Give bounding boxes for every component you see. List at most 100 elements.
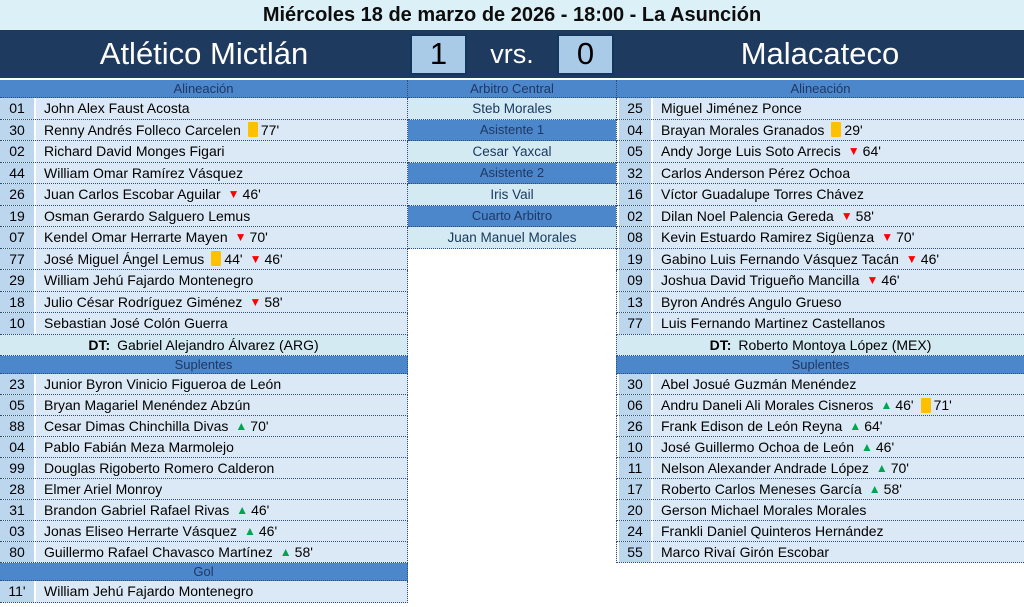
player-number: 19 [0, 205, 36, 226]
player-name: Frankli Daniel Quinteros Hernández [661, 523, 884, 539]
scoreboard: Atlético Mictlán 1 vrs. 0 Malacateco [0, 30, 1024, 78]
player-number: 11 [617, 458, 653, 478]
sub-in-icon [876, 462, 888, 474]
event-minute: 44' [224, 250, 243, 267]
home-substitutes-header: Suplentes [0, 356, 408, 374]
home-team-name: Atlético Mictlán [99, 36, 309, 71]
substitute-row: 28 Elmer Ariel Monroy [0, 479, 408, 500]
player-name: Nelson Alexander Andrade López [661, 460, 869, 476]
player-row: 10 Sebastian José Colón Guerra [0, 313, 408, 335]
score-zone: 1 vrs. 0 [408, 30, 616, 78]
sub-in-icon [244, 525, 256, 537]
player-number: 05 [617, 141, 653, 162]
yellow-card-icon [247, 122, 258, 138]
player-number: 26 [0, 184, 36, 205]
sub-in-icon [861, 441, 873, 453]
event-minute: 77' [260, 121, 280, 138]
player-number: 44 [0, 162, 36, 183]
player-number: 18 [0, 291, 36, 312]
player-number: 07 [0, 227, 36, 248]
substitute-row: 17 Roberto Carlos Meneses García 58' [616, 479, 1024, 500]
yellow-card-icon [920, 397, 931, 413]
player-row: 25 Miguel Jiménez Ponce [616, 98, 1024, 120]
away-lineup-header: Alineación [616, 80, 1024, 98]
player-name: Joshua David Trigueño Mancilla [661, 272, 860, 289]
player-number: 24 [617, 521, 653, 541]
sub-out-icon [228, 188, 240, 200]
event-minute: 58' [855, 207, 874, 224]
event-minute: 46' [264, 250, 283, 267]
player-number: 05 [0, 395, 36, 415]
player-name: John Alex Faust Acosta [44, 100, 190, 117]
player-number: 80 [0, 542, 36, 562]
player-number: 16 [617, 184, 653, 205]
player-name: Brandon Gabriel Rafael Rivas [44, 502, 230, 518]
player-name: Andru Daneli Ali Morales Cisneros [661, 397, 874, 413]
official-name: Cesar Yaxcal [408, 141, 616, 163]
player-row: 29 William Jehú Fajardo Montenegro [0, 270, 408, 292]
player-name: Miguel Jiménez Ponce [661, 100, 802, 117]
player-row: 01 John Alex Faust Acosta [0, 98, 408, 120]
substitute-row: 26 Frank Edison de León Reyna 64' [616, 416, 1024, 437]
coach-label: DT: [88, 336, 111, 353]
event-minute: 71' [933, 397, 952, 413]
player-row: 02 Dilan Noel Palencia Gereda 58' [616, 205, 1024, 227]
player-name: José Miguel Ángel Lemus [44, 250, 205, 267]
player-name: Juan Carlos Escobar Aguilar [44, 186, 221, 203]
player-row: 02 Richard David Monges Figari [0, 141, 408, 163]
sub-in-icon [235, 420, 247, 432]
player-row: 30 Renny Andrés Folleco Carcelen 77' [0, 119, 408, 141]
player-name: Roberto Carlos Meneses García [661, 481, 862, 497]
player-number: 10 [617, 437, 653, 457]
player-name: Pablo Fabián Meza Marmolejo [44, 439, 234, 455]
player-number: 32 [617, 162, 653, 183]
player-number: 03 [0, 521, 36, 541]
player-name: Dilan Noel Palencia Gereda [661, 207, 834, 224]
substitute-row: 11 Nelson Alexander Andrade López 70' [616, 458, 1024, 479]
player-number: 30 [617, 374, 653, 394]
player-name: Renny Andrés Folleco Carcelen [44, 121, 241, 138]
player-name: Brayan Morales Granados [661, 121, 825, 138]
event-minute: 46' [895, 397, 914, 413]
player-row: 05 Andy Jorge Luis Soto Arrecis 64' [616, 141, 1024, 163]
coach-label: DT: [709, 336, 732, 353]
player-name: Gabino Luis Fernando Vásquez Tacán [661, 250, 899, 267]
goal-row: 11' William Jehú Fajardo Montenegro [0, 581, 408, 603]
away-score: 0 [557, 33, 614, 75]
player-number: 99 [0, 458, 36, 478]
substitute-row: 03 Jonas Eliseo Herrarte Vásquez 46' [0, 521, 408, 542]
official-name: Steb Morales [408, 98, 616, 120]
player-number: 10 [0, 313, 36, 334]
player-name: Osman Gerardo Salguero Lemus [44, 207, 251, 224]
player-name: Douglas Rigoberto Romero Calderon [44, 460, 275, 476]
player-number: 20 [617, 500, 653, 520]
player-name: Luis Fernando Martinez Castellanos [661, 315, 886, 332]
player-row: 19 Osman Gerardo Salguero Lemus [0, 205, 408, 227]
player-name: Cesar Dimas Chinchilla Divas [44, 418, 229, 434]
player-name: Sebastian José Colón Guerra [44, 315, 228, 332]
official-role: Arbitro Central [408, 80, 616, 98]
substitute-row: 55 Marco Rivaí Girón Escobar [616, 542, 1024, 563]
event-minute: 58' [883, 481, 902, 497]
player-number: 31 [0, 500, 36, 520]
versus-label: vrs. [490, 38, 534, 69]
sub-out-icon [249, 296, 261, 308]
officials-column: Arbitro Central Steb Morales Asistente 1… [408, 80, 616, 603]
player-number: 28 [0, 479, 36, 499]
player-name: Kendel Omar Herrarte Mayen [44, 229, 228, 246]
sub-out-icon [881, 231, 893, 243]
sub-out-icon [250, 253, 262, 265]
player-row: 32 Carlos Anderson Pérez Ochoa [616, 162, 1024, 184]
player-number: 88 [0, 416, 36, 436]
event-minute: 64' [864, 418, 883, 434]
player-number: 04 [617, 119, 653, 140]
away-substitutes-header: Suplentes [616, 356, 1024, 374]
home-goal-header: Gol [0, 563, 408, 581]
player-name: Frank Edison de León Reyna [661, 418, 843, 434]
substitute-row: 10 José Guillermo Ochoa de León 46' [616, 437, 1024, 458]
event-minute: 64' [862, 143, 881, 160]
official-name: Iris Vail [408, 184, 616, 206]
event-minute: 70' [890, 460, 909, 476]
player-number: 26 [617, 416, 653, 436]
event-minute: 29' [844, 121, 863, 138]
